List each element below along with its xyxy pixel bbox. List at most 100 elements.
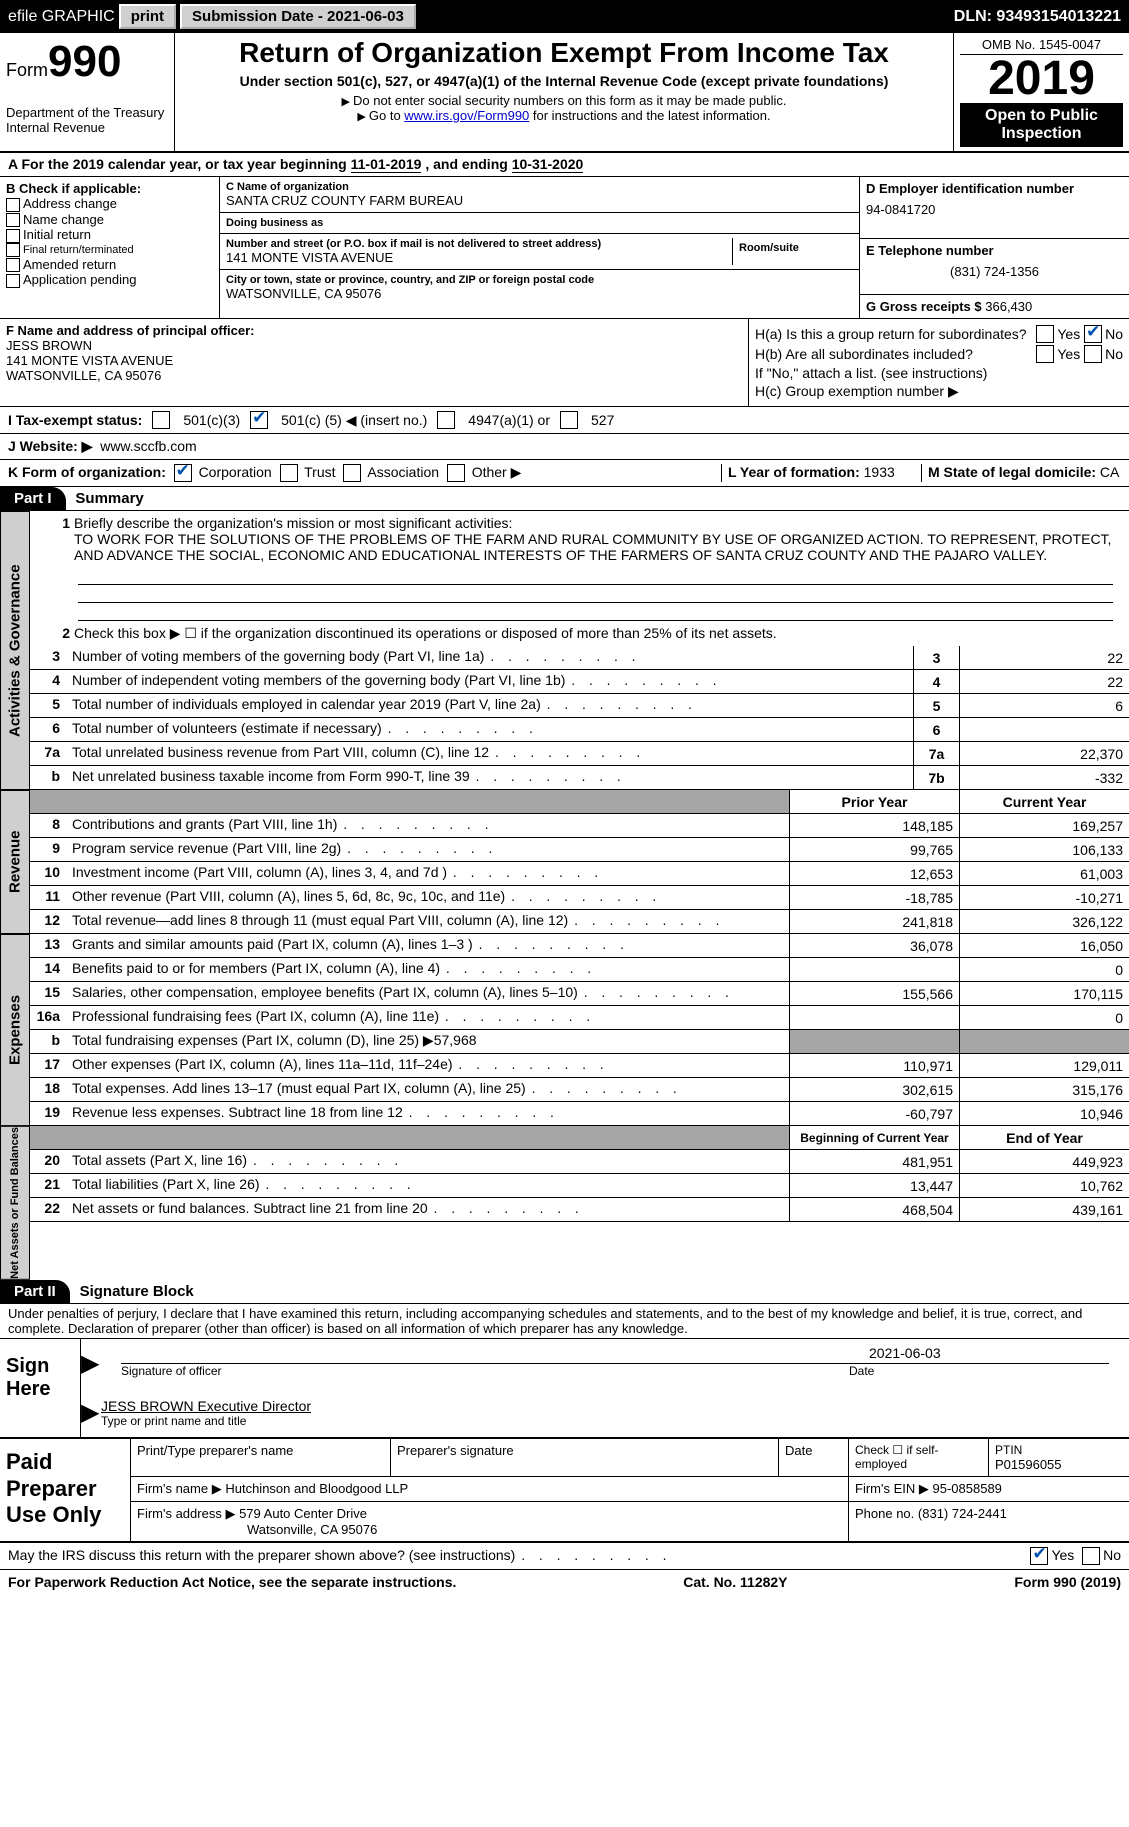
ein-phone-col: D Employer identification number 94-0841… (859, 177, 1129, 318)
activities-governance-block: Activities & Governance 1 Briefly descri… (0, 511, 1129, 790)
line-num: b (30, 1030, 66, 1053)
line-num: 7a (30, 742, 66, 765)
k-l-m-row: K Form of organization: Corporation Trus… (0, 460, 1129, 487)
dln-label: DLN: 93493154013221 (954, 8, 1121, 26)
side-tab-expenses: Expenses (0, 934, 30, 1126)
chk-other[interactable] (447, 464, 465, 482)
table-row: 21Total liabilities (Part X, line 26)13,… (30, 1174, 1129, 1198)
form990-link[interactable]: www.irs.gov/Form990 (404, 108, 529, 123)
f-label: F Name and address of principal officer: (6, 323, 742, 338)
part1-header: Part I Summary (0, 487, 1129, 511)
chk-corp[interactable] (174, 464, 192, 482)
table-row: 3Number of voting members of the governi… (30, 646, 1129, 670)
sig-date-label: Date (849, 1364, 1109, 1378)
chk-final-return[interactable] (6, 243, 20, 257)
501c-pre: 501(c) ( (281, 412, 329, 428)
curr-val: 169,257 (959, 814, 1129, 837)
opt-4947: 4947(a)(1) or (468, 412, 550, 428)
na-hdr-label (66, 1126, 789, 1149)
chk-name-change[interactable] (6, 213, 20, 227)
form-number: 990 (48, 37, 121, 86)
firm-addr2: Watsonville, CA 95076 (137, 1522, 842, 1537)
website-value: www.sccfb.com (100, 438, 196, 454)
j-label: J Website: ▶ (8, 438, 92, 454)
ha-no: No (1105, 326, 1123, 342)
curr-val: 326,122 (959, 910, 1129, 933)
line-num: 13 (30, 934, 66, 957)
hc-label: H(c) Group exemption number ▶ (755, 383, 1123, 400)
ha-yes-chk[interactable] (1036, 325, 1054, 343)
h-col: H(a) Is this a group return for subordin… (749, 319, 1129, 406)
chk-527[interactable] (560, 411, 578, 429)
discuss-yes: Yes (1051, 1547, 1074, 1565)
line-num: 15 (30, 982, 66, 1005)
line-label: Investment income (Part VIII, column (A)… (66, 862, 789, 885)
firm-phone-val: (831) 724-2441 (918, 1506, 1007, 1521)
chk-501c3[interactable] (152, 411, 170, 429)
chk-app-pending[interactable] (6, 274, 20, 288)
sig-arrow2: ▶ (81, 1388, 101, 1437)
sign-here-block: Sign Here ▶ 2021-06-03 Signature of offi… (0, 1339, 1129, 1439)
hb-yes-chk[interactable] (1036, 345, 1054, 363)
current-year-hdr: Current Year (959, 790, 1129, 813)
city-value: WATSONVILLE, CA 95076 (226, 286, 853, 301)
curr-val: 10,946 (959, 1102, 1129, 1125)
side-tab-netassets: Net Assets or Fund Balances (0, 1126, 30, 1280)
prior-val: 148,185 (789, 814, 959, 837)
line-num: 3 (30, 646, 66, 669)
hb-yes: Yes (1057, 346, 1080, 362)
table-row: 22Net assets or fund balances. Subtract … (30, 1198, 1129, 1222)
prior-val: -18,785 (789, 886, 959, 909)
line-num: 19 (30, 1102, 66, 1125)
curr-val: 129,011 (959, 1054, 1129, 1077)
line-num: 18 (30, 1078, 66, 1101)
dba-label: Doing business as (226, 217, 853, 229)
header-left: Form990 Department of the Treasury Inter… (0, 33, 175, 151)
line-num: 10 (30, 862, 66, 885)
chk-address-change[interactable] (6, 198, 20, 212)
line-num: 21 (30, 1174, 66, 1197)
line-label: Other expenses (Part IX, column (A), lin… (66, 1054, 789, 1077)
netassets-block: Net Assets or Fund Balances Beginning of… (0, 1126, 1129, 1280)
ha-no-chk[interactable] (1084, 325, 1102, 343)
tax-period-row: A For the 2019 calendar year, or tax yea… (0, 153, 1129, 177)
org-name-address-col: C Name of organization SANTA CRUZ COUNTY… (220, 177, 859, 318)
line-box: 5 (913, 694, 959, 717)
print-button[interactable]: print (119, 4, 176, 29)
chk-assoc[interactable] (343, 464, 361, 482)
hb-no-chk[interactable] (1084, 345, 1102, 363)
line-val: 6 (959, 694, 1129, 717)
gross-label: G Gross receipts $ (866, 299, 982, 314)
officer-h-section: F Name and address of principal officer:… (0, 319, 1129, 407)
line-val: 22 (959, 646, 1129, 669)
line-label: Net unrelated business taxable income fr… (66, 766, 913, 789)
part1-badge: Part I (0, 487, 66, 510)
line-label: Total revenue—add lines 8 through 11 (mu… (66, 910, 789, 933)
line-box: 6 (913, 718, 959, 741)
discuss-no-chk[interactable] (1082, 1547, 1100, 1565)
officer-addr1: 141 MONTE VISTA AVENUE (6, 353, 742, 368)
chk-trust[interactable] (280, 464, 298, 482)
opt-501c: 501(c) (5) ◀ (insert no.) (281, 412, 427, 429)
chk-501c[interactable] (250, 411, 268, 429)
opt-trust: Trust (304, 464, 335, 480)
line-label: Number of voting members of the governin… (66, 646, 913, 669)
chk-4947[interactable] (437, 411, 455, 429)
table-row: 20Total assets (Part X, line 16)481,9514… (30, 1150, 1129, 1174)
line-label: Professional fundraising fees (Part IX, … (66, 1006, 789, 1029)
end-year-hdr: End of Year (959, 1126, 1129, 1149)
prior-val: 36,078 (789, 934, 959, 957)
discuss-row: May the IRS discuss this return with the… (0, 1543, 1129, 1570)
chk-amended[interactable] (6, 258, 20, 272)
line-box: 3 (913, 646, 959, 669)
discuss-yes-chk[interactable] (1030, 1547, 1048, 1565)
street-value: 141 MONTE VISTA AVENUE (226, 250, 732, 265)
prep-date-lbl: Date (779, 1439, 849, 1476)
check-applicable-col: B Check if applicable: Address change Na… (0, 177, 220, 318)
chk-initial-return[interactable] (6, 229, 20, 243)
period-pre: A For the 2019 calendar year, or tax yea… (8, 156, 351, 172)
table-row: 12Total revenue—add lines 8 through 11 (… (30, 910, 1129, 934)
line-label: Revenue less expenses. Subtract line 18 … (66, 1102, 789, 1125)
line-val: 22 (959, 670, 1129, 693)
line-label: Program service revenue (Part VIII, line… (66, 838, 789, 861)
